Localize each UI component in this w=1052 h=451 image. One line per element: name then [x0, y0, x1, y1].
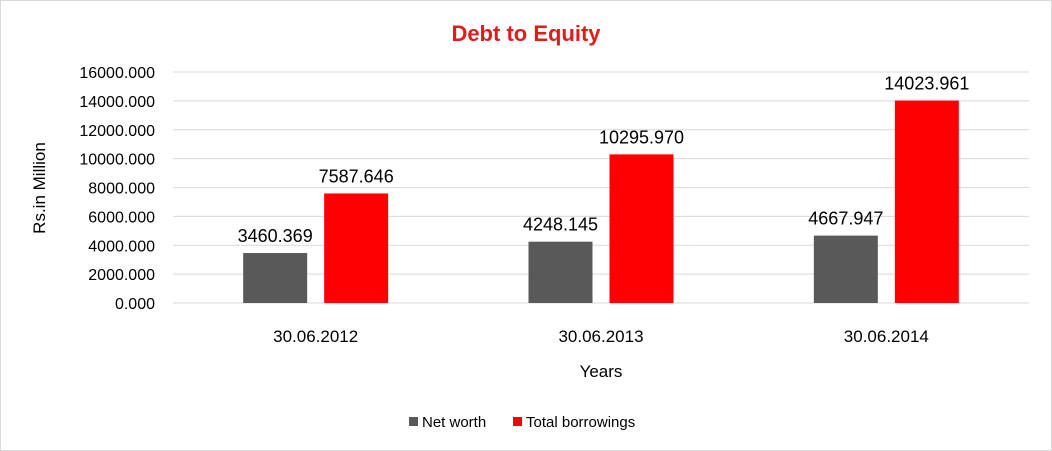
y-tick-label: 0.000 [115, 296, 155, 313]
gridlines [173, 71, 1029, 304]
data-label: 10295.970 [599, 127, 684, 147]
y-tick-label: 6000.000 [88, 209, 155, 226]
bar-net-worth-2 [528, 241, 593, 303]
bar-net-worth-3 [813, 235, 878, 303]
data-label: 4667.947 [808, 209, 883, 229]
x-axis-categories: 30.06.2012 30.06.2013 30.06.2014 [273, 327, 929, 346]
data-label: 4248.145 [523, 215, 598, 235]
bar-total-borrowings-3 [894, 100, 959, 304]
y-tick-label: 8000.000 [88, 181, 155, 198]
data-labels: 3460.369 7587.646 4248.145 10295.970 4667.94… [238, 74, 970, 247]
legend-swatch [513, 417, 522, 426]
y-axis-title: Rs.in Million [30, 142, 49, 234]
data-label: 14023.961 [884, 74, 969, 94]
bars [243, 100, 959, 304]
x-category-label: 30.06.2013 [558, 327, 643, 346]
bar-total-borrowings-2 [609, 154, 674, 303]
bar-net-worth-1 [243, 253, 308, 303]
data-label: 3460.369 [238, 226, 313, 246]
y-axis-ticks: 0.000 2000.000 4000.000 6000.000 8000.000 100… [79, 65, 155, 313]
legend-swatch [409, 417, 418, 426]
y-tick-label: 2000.000 [88, 267, 155, 284]
x-category-label: 30.06.2014 [844, 327, 929, 346]
legend: Net worth Total borrowings [409, 414, 635, 431]
x-axis-title: Years [580, 362, 623, 381]
data-label: 7587.646 [319, 166, 394, 186]
legend-label: Net worth [422, 414, 486, 431]
y-tick-label: 14000.000 [79, 94, 155, 111]
y-tick-label: 10000.000 [79, 152, 155, 169]
y-tick-label: 4000.000 [88, 238, 155, 255]
legend-label: Total borrowings [526, 414, 635, 431]
x-category-label: 30.06.2012 [273, 327, 358, 346]
chart-title: Debt to Equity [451, 21, 601, 46]
y-tick-label: 12000.000 [79, 123, 155, 140]
bar-total-borrowings-1 [324, 193, 389, 303]
y-tick-label: 16000.000 [79, 65, 155, 82]
